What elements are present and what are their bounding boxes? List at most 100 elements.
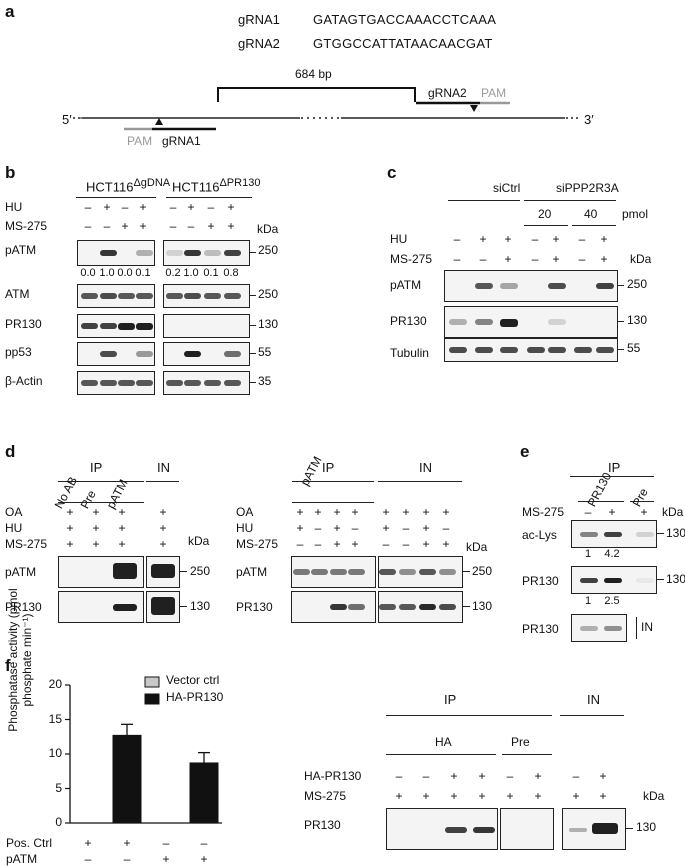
f-legend-swatch-1 bbox=[144, 693, 160, 705]
b-band bbox=[136, 351, 153, 357]
e-band bbox=[580, 626, 598, 631]
d-band bbox=[399, 569, 416, 575]
b-ms-sign: + bbox=[227, 219, 235, 233]
b-ms-sign: – bbox=[169, 219, 177, 233]
f-poscontrol-sign: – bbox=[200, 836, 208, 850]
b-band bbox=[184, 380, 201, 386]
f-legend-label-0: Vector ctrl bbox=[166, 673, 220, 687]
grna2-name: gRNA2 bbox=[238, 36, 280, 51]
deletion-size: 684 bp bbox=[295, 67, 332, 81]
fb-ms-sign: + bbox=[422, 789, 430, 803]
c-hu-sign: – bbox=[453, 232, 461, 246]
f-y-tick-label: 0 bbox=[55, 815, 62, 829]
d-band bbox=[379, 569, 396, 575]
b-band bbox=[224, 250, 241, 256]
f-y-tick-label: 15 bbox=[48, 711, 62, 726]
d-band bbox=[293, 569, 310, 575]
b-blot-right bbox=[163, 284, 250, 308]
b-ms-sign: + bbox=[207, 219, 215, 233]
e-quant2-1: 2.5 bbox=[604, 595, 620, 607]
b-band bbox=[204, 250, 221, 256]
dose-unit: pmol bbox=[622, 207, 649, 221]
fb-in-blot bbox=[562, 808, 626, 850]
cut-site-1-icon bbox=[155, 118, 163, 125]
b-quant-2: 0.0 bbox=[117, 267, 133, 279]
b-band bbox=[100, 250, 117, 256]
d-left-blot-label-0: pATM bbox=[5, 565, 37, 579]
d-band bbox=[439, 569, 456, 575]
b-quant-6: 0.1 bbox=[203, 267, 219, 279]
b-hu-sign: – bbox=[121, 200, 129, 214]
e-ip: IP bbox=[608, 460, 621, 475]
d-left-row-label: MS-275 bbox=[5, 537, 48, 551]
b-band bbox=[81, 323, 98, 329]
b-band bbox=[100, 323, 117, 329]
d-band bbox=[330, 569, 347, 575]
b-band bbox=[166, 250, 183, 256]
b-band bbox=[136, 250, 153, 256]
c-band bbox=[500, 283, 518, 289]
kda-label-b: kDa bbox=[257, 222, 279, 236]
kda-label-e: kDa bbox=[662, 505, 684, 519]
d-right-sign: + bbox=[296, 505, 304, 519]
fb-ms-sign: + bbox=[450, 789, 458, 803]
d-band bbox=[311, 569, 328, 575]
b-blot-left bbox=[77, 371, 155, 395]
e-in-bar bbox=[636, 617, 637, 639]
kda-label-c: kDa bbox=[630, 252, 652, 266]
d-right-row-label: OA bbox=[236, 505, 254, 519]
e-row-label: MS-275 bbox=[522, 505, 565, 519]
d-right-row-label: HU bbox=[236, 521, 254, 535]
d-left-mw-0: 250 bbox=[190, 564, 211, 578]
d-right-sign: + bbox=[314, 505, 322, 519]
d-left-sign: + bbox=[92, 521, 100, 535]
e-mw-tick bbox=[656, 533, 664, 534]
b-quant-3: 0.1 bbox=[135, 267, 151, 279]
fb-ha-sign: + bbox=[478, 769, 486, 783]
d-left-sign: + bbox=[118, 537, 126, 551]
fb-ha-sign: – bbox=[506, 769, 514, 783]
dose-40: 40 bbox=[584, 207, 598, 221]
b-band bbox=[118, 323, 135, 330]
b-quant-4: 0.2 bbox=[165, 267, 181, 279]
b-blot-label-2: PR130 bbox=[5, 317, 42, 331]
fb-mw: 130 bbox=[636, 820, 657, 834]
e-band bbox=[604, 532, 622, 537]
kda-label-f: kDa bbox=[643, 789, 665, 803]
fb-ip-blot bbox=[386, 808, 498, 850]
e-sign: – bbox=[584, 505, 592, 519]
five-prime-end: 5′ bbox=[62, 112, 72, 127]
fb-ms-sign: + bbox=[599, 789, 607, 803]
b-ms-sign: + bbox=[139, 219, 147, 233]
f-patm-sign: – bbox=[84, 852, 92, 866]
c-blot-label-1: PR130 bbox=[390, 314, 427, 328]
f-y-tick-label: 10 bbox=[48, 746, 62, 760]
d-left-sign: + bbox=[118, 505, 126, 519]
b-quant-1: 1.0 bbox=[99, 267, 115, 279]
d-band bbox=[419, 569, 436, 575]
b-mw-tick bbox=[249, 252, 256, 253]
c-band bbox=[500, 319, 518, 327]
d-band bbox=[113, 563, 137, 579]
c-ms-sign: – bbox=[531, 252, 539, 266]
b-quant-0: 0.0 bbox=[80, 267, 96, 279]
d-left-mw-tick bbox=[179, 571, 187, 572]
b-hu-sign: + bbox=[103, 200, 111, 214]
c-hu-sign: + bbox=[479, 232, 487, 246]
c-ms-sign: – bbox=[479, 252, 487, 266]
c-band bbox=[596, 347, 614, 353]
b-band bbox=[184, 293, 201, 299]
e-quant2-0: 1 bbox=[584, 595, 592, 607]
fb-ms-sign: + bbox=[506, 789, 514, 803]
kda-label-d-right: kDa bbox=[466, 540, 488, 554]
panel-f-label: f bbox=[5, 656, 11, 675]
d-right-sign: + bbox=[351, 537, 359, 551]
d-right-sign: + bbox=[333, 521, 341, 535]
b-band bbox=[204, 293, 221, 299]
e-band bbox=[580, 578, 598, 583]
b-mw-0: 250 bbox=[258, 243, 279, 257]
e-quant1-1: 4.2 bbox=[604, 548, 620, 560]
c-ms-sign: + bbox=[552, 252, 560, 266]
b-band bbox=[81, 293, 98, 299]
b-blot-left bbox=[77, 284, 155, 308]
